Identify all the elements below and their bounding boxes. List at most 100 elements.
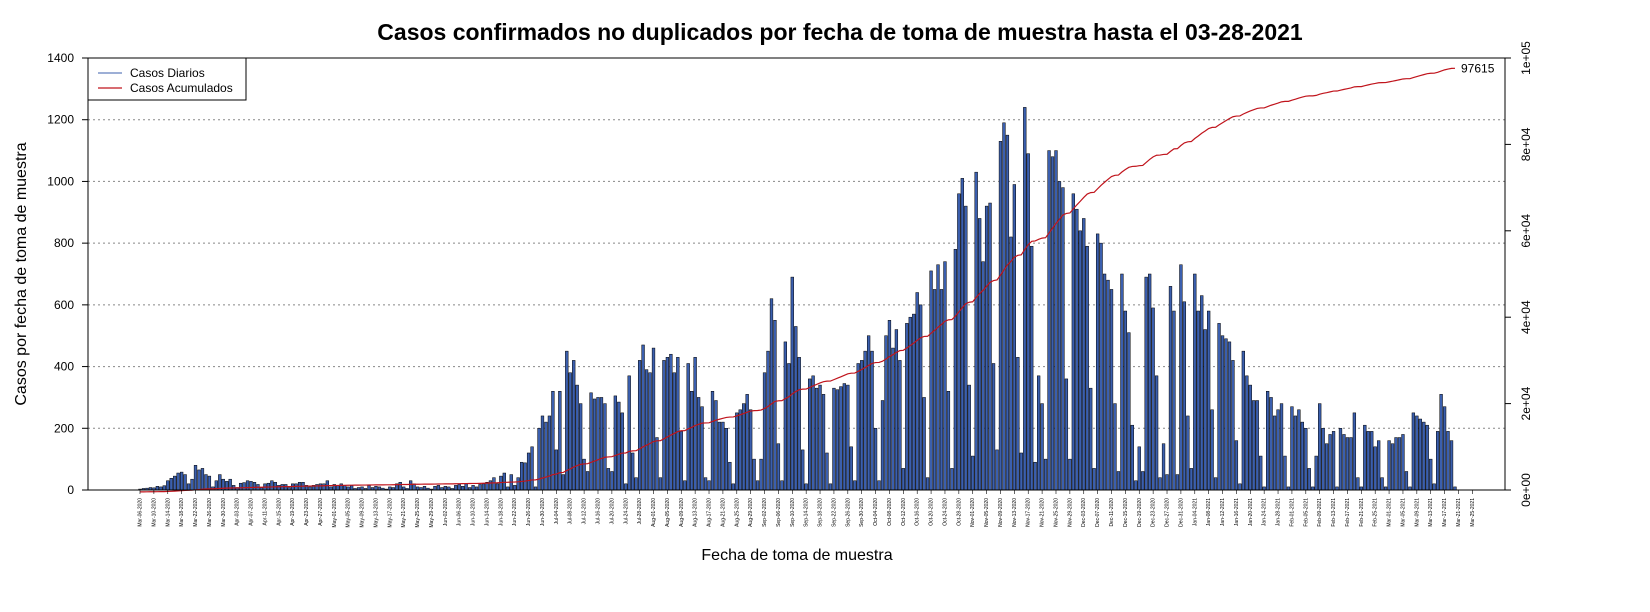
bar [443,486,447,491]
x-tick-label: Jan-16-2021 [1234,498,1240,526]
bar [745,394,749,491]
bar [1109,289,1114,491]
bar [374,486,378,491]
bar [1425,424,1429,491]
bar [773,320,777,491]
bar [367,485,371,491]
bar [190,478,194,491]
bar [284,484,288,491]
x-tick-label: May-25-2020 [415,498,421,528]
bar [547,415,552,491]
bar [978,218,982,491]
bar [1123,310,1128,491]
bar [665,357,670,491]
y2-tick-label: 8e+04 [1519,127,1533,161]
bar [995,449,999,491]
bar [683,480,687,491]
bar [523,462,527,491]
bar [1331,431,1336,491]
x-tick-label: Aug-25-2020 [734,498,740,527]
bar [1113,403,1117,491]
bar [596,397,600,491]
bar [1363,424,1367,491]
bar [204,474,208,491]
legend-box [87,57,247,101]
bar [180,471,184,491]
bar [998,141,1003,491]
bar [1068,458,1072,491]
bar-series [138,107,1457,491]
bar [690,391,694,491]
x-tick-label: Jan-28-2021 [1276,498,1282,526]
bar [1210,409,1214,491]
bar [853,480,857,491]
bar [828,483,833,491]
bar [1057,181,1062,491]
bar [620,412,624,491]
bar [277,485,281,491]
x-tick-label: Aug-13-2020 [693,498,699,527]
bar [1356,477,1360,491]
bar [558,391,562,491]
bar [488,480,493,491]
x-tick-label: Jun-30-2020 [540,498,546,526]
bar [409,480,413,491]
bar [1307,468,1311,491]
bar [842,383,846,491]
bar [877,480,881,491]
x-tick-label: Jan-24-2021 [1262,498,1268,526]
bar [457,484,461,491]
y-tick-label: 1200 [47,113,74,127]
bar [1370,431,1374,491]
x-tick-label: Aug-17-2020 [707,498,713,527]
bar [162,485,166,491]
x-tick-label: Jul-04-2020 [554,498,560,525]
bar [318,483,323,491]
y-axis-right: 0e+00 2e+04 4e+04 6e+04 8e+04 1e+05 [1505,41,1533,507]
bar [863,350,867,491]
bar [1144,276,1148,491]
bar [471,485,475,491]
bar [898,360,902,491]
bar [721,421,725,491]
bar [1189,468,1193,491]
x-tick-label: Jul-08-2020 [568,498,574,525]
bar [1283,455,1287,491]
x-tick-label: Jul-24-2020 [623,498,629,525]
bar [176,472,180,491]
bar [1446,431,1450,491]
bar [520,461,524,491]
x-tick-label: Oct-28-2020 [956,498,962,526]
legend: Casos Diarios Casos Acumulados [87,57,247,101]
bar [1203,329,1207,491]
bar [631,452,635,491]
bar [1293,415,1298,491]
bar [422,486,427,491]
bar [839,386,843,491]
x-tick-label: Mar-13-2021 [1428,498,1434,527]
bar [696,397,701,491]
bar [849,446,853,491]
bar [1321,428,1325,491]
x-tick-label: Feb-05-2021 [1303,498,1309,527]
bar [1172,310,1176,491]
bar [676,357,680,491]
bar [1387,440,1391,491]
bar [1245,375,1249,491]
bar [1432,483,1436,491]
bar [870,350,874,491]
bar [971,455,975,491]
bar [797,357,801,491]
bar [1023,107,1027,491]
x-tick-label: Jun-22-2020 [512,498,518,526]
bar [936,264,940,491]
bar [1002,122,1006,491]
y-tick-label: 1000 [47,174,74,188]
bar [808,378,812,491]
bar [1116,471,1121,491]
bar [707,480,711,491]
cumulative-final-value-label: 97615 [1461,61,1495,75]
x-tick-label: Oct-12-2020 [901,498,907,526]
bar [787,363,791,491]
bar [603,403,607,491]
